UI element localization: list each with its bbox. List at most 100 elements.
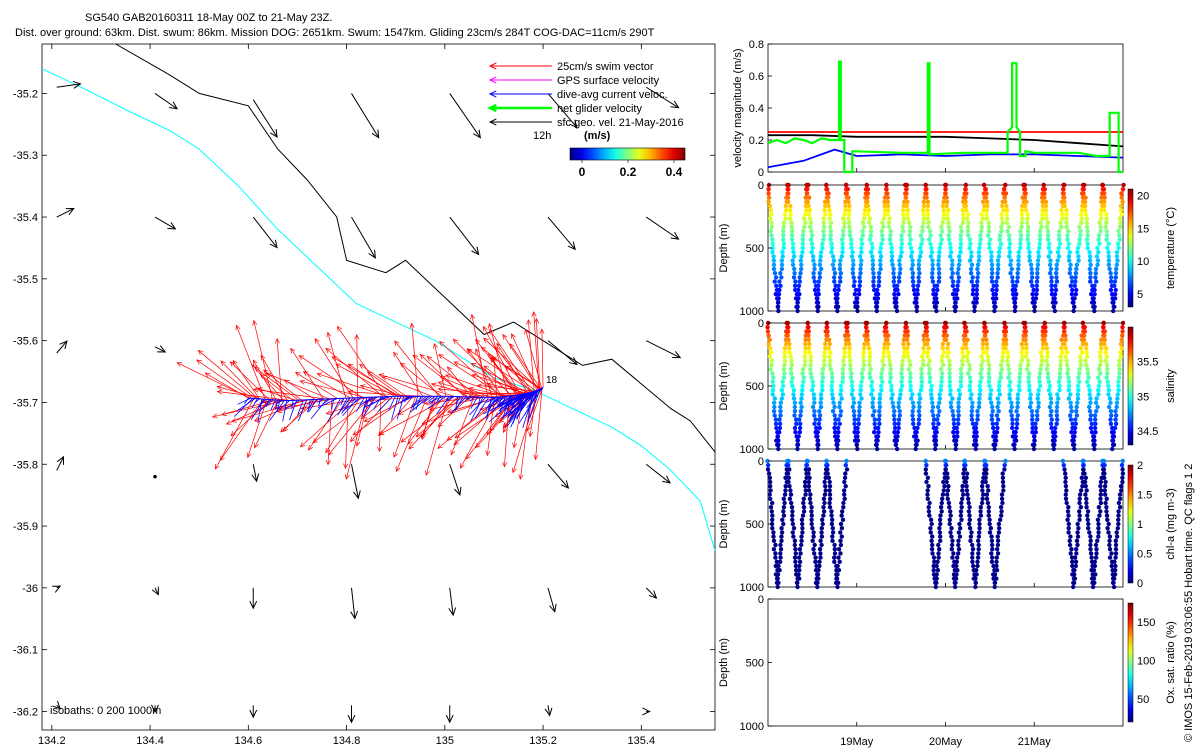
- temperature-point: [817, 262, 823, 267]
- salinity-point: [974, 434, 979, 439]
- temperature-point: [1018, 229, 1023, 234]
- chla-point: [836, 580, 841, 585]
- chla-point: [1070, 559, 1075, 564]
- salinity-point: [1053, 434, 1058, 439]
- chla-point: [1116, 500, 1122, 506]
- oxygen-y-label: Depth (m): [718, 638, 730, 687]
- current-vector: [642, 707, 651, 716]
- map-y-tick-label: -35.4: [13, 212, 38, 224]
- temperature-point: [974, 283, 980, 288]
- salinity-point: [975, 417, 980, 422]
- temperature-point: [1097, 233, 1102, 238]
- chla-point: [1072, 576, 1078, 581]
- salinity-point: [983, 325, 988, 330]
- temperature-colorbar-tick-label: 5: [1137, 289, 1143, 301]
- chla-point: [1113, 555, 1118, 560]
- chla-point: [1064, 488, 1069, 493]
- salinity-point: [1005, 362, 1011, 368]
- temperature-point: [773, 275, 779, 280]
- temperature-point: [921, 199, 927, 204]
- salinity-point: [1106, 388, 1112, 393]
- oxygen-colorbar-label: Ox. sat. ratio (%): [1165, 621, 1177, 704]
- temperature-point: [824, 182, 829, 188]
- temperature-point: [851, 262, 856, 267]
- chla-point: [767, 492, 772, 497]
- chla-point: [765, 458, 770, 464]
- temperature-point: [1019, 224, 1024, 230]
- chla-point: [938, 505, 944, 510]
- salinity-point: [822, 362, 827, 368]
- salinity-point: [771, 375, 776, 380]
- temperature-point: [904, 191, 909, 196]
- swim-vector: [299, 379, 365, 398]
- salinity-point: [1017, 375, 1022, 380]
- chla-point: [976, 542, 981, 548]
- salinity-point: [1036, 392, 1041, 397]
- chla-point: [790, 509, 795, 514]
- salinity-point: [1057, 388, 1062, 393]
- temperature-point: [1016, 262, 1021, 267]
- salinity-point: [843, 320, 849, 326]
- dac-vector: [410, 395, 427, 409]
- temperature-point: [999, 229, 1004, 234]
- salinity-point: [930, 404, 936, 410]
- temperature-point: [860, 220, 866, 225]
- dac-vector: [251, 398, 258, 409]
- salinity-point: [770, 371, 775, 376]
- temperature-point: [996, 262, 1001, 267]
- salinity-point: [838, 392, 843, 397]
- salinity-point: [848, 375, 854, 380]
- current-vector: [350, 464, 361, 500]
- chla-point: [945, 475, 950, 480]
- temperature-point: [1035, 266, 1040, 272]
- salinity-point: [847, 346, 852, 351]
- temperature-point: [1037, 237, 1043, 242]
- current-vector: [449, 93, 481, 139]
- salinity-point: [920, 354, 925, 359]
- salinity-point: [925, 350, 930, 355]
- salinity-point: [924, 333, 929, 338]
- temperature-point: [1019, 212, 1025, 217]
- salinity-point: [1030, 425, 1035, 431]
- chla-point: [1101, 458, 1107, 464]
- salinity-point: [919, 375, 924, 380]
- temperature-point: [1007, 250, 1013, 255]
- salinity-point: [908, 383, 913, 389]
- chla-point: [930, 534, 935, 539]
- temperature-point: [905, 216, 911, 221]
- chla-point: [938, 521, 943, 527]
- chla-point: [821, 513, 826, 518]
- dac-vector: [297, 399, 304, 416]
- temperature-point: [916, 275, 921, 280]
- temperature-point: [925, 203, 931, 209]
- salinity-point: [766, 341, 771, 347]
- salinity-point: [984, 341, 990, 347]
- chla-point: [1107, 542, 1112, 548]
- chla-point: [963, 479, 969, 485]
- chla-point: [1086, 526, 1091, 531]
- chla-point: [811, 534, 816, 539]
- temperature-point: [928, 254, 934, 259]
- temperature-point: [835, 292, 840, 297]
- temperature-point: [1027, 254, 1032, 259]
- chla-point: [811, 547, 816, 552]
- salinity-point: [1023, 325, 1028, 330]
- temperature-point: [1105, 245, 1110, 251]
- salinity-point: [1108, 400, 1113, 405]
- salinity-point: [800, 383, 805, 389]
- temperature-point: [905, 208, 910, 213]
- chla-point: [771, 534, 776, 539]
- chla-point: [960, 488, 965, 493]
- temperature-point: [958, 250, 963, 255]
- temperature-point: [929, 245, 934, 251]
- temperature-point: [1067, 266, 1073, 272]
- chla-point: [1105, 517, 1110, 522]
- temperature-point: [960, 208, 965, 213]
- salinity-point: [906, 367, 911, 372]
- chla-point: [803, 484, 808, 489]
- salinity-point: [1064, 362, 1070, 368]
- swim-vector: [511, 389, 539, 474]
- salinity-point: [1028, 392, 1033, 397]
- temperature-point: [974, 287, 979, 293]
